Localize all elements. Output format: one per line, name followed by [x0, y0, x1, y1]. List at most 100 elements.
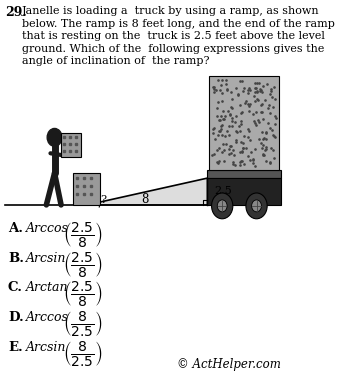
Point	[219, 132, 224, 138]
Point	[223, 81, 229, 87]
Point	[239, 148, 244, 154]
Circle shape	[246, 193, 267, 219]
Point	[230, 159, 236, 165]
Point	[216, 132, 221, 138]
Point	[247, 108, 252, 114]
Point	[217, 145, 222, 151]
Point	[211, 151, 217, 157]
Point	[258, 140, 263, 146]
Point	[216, 128, 222, 135]
Point	[228, 104, 233, 110]
Point	[233, 137, 239, 143]
Point	[245, 87, 251, 93]
Point	[236, 91, 241, 97]
Point	[262, 97, 268, 103]
Point	[254, 89, 260, 95]
Point	[230, 147, 236, 153]
Point	[220, 141, 225, 147]
Text: Arccos: Arccos	[26, 311, 69, 324]
Point	[247, 101, 253, 107]
Bar	[208, 170, 281, 178]
Bar	[61, 133, 81, 157]
Point	[247, 87, 253, 93]
Point	[229, 123, 235, 129]
Point	[230, 118, 235, 124]
Point	[272, 121, 278, 127]
Point	[262, 147, 268, 153]
Point	[217, 117, 223, 123]
Point	[262, 135, 267, 141]
Point	[246, 128, 252, 134]
Point	[241, 85, 247, 91]
Point	[253, 86, 258, 92]
Point	[237, 102, 243, 108]
Point	[267, 160, 273, 166]
Point	[218, 123, 224, 129]
Point	[228, 143, 233, 149]
Point	[252, 98, 258, 104]
Point	[233, 128, 239, 135]
Point	[227, 111, 233, 117]
Point	[217, 87, 223, 93]
Point	[213, 87, 218, 93]
Point	[238, 157, 244, 163]
Point	[252, 89, 258, 95]
Circle shape	[47, 128, 62, 146]
Point	[253, 85, 259, 91]
Point	[215, 160, 220, 166]
Point	[212, 89, 217, 95]
Point	[246, 103, 251, 109]
Point	[228, 112, 233, 118]
Point	[253, 109, 259, 115]
Point	[240, 140, 246, 146]
Point	[240, 88, 246, 94]
Polygon shape	[87, 178, 208, 205]
Point	[253, 122, 258, 128]
Point	[214, 158, 220, 165]
Text: Arcsin: Arcsin	[26, 341, 66, 354]
Bar	[209, 76, 279, 170]
Point	[259, 144, 265, 150]
Point	[214, 105, 220, 111]
Point	[270, 127, 275, 133]
Point	[218, 82, 224, 88]
Point	[270, 147, 276, 153]
Point	[217, 128, 222, 134]
Point	[233, 139, 239, 145]
Point	[210, 84, 216, 90]
Point	[250, 160, 255, 166]
Point	[260, 152, 265, 158]
Point	[219, 122, 225, 128]
Point	[239, 109, 245, 115]
Text: $\left(\dfrac{2.5}{8}\right)$: $\left(\dfrac{2.5}{8}\right)$	[63, 220, 103, 249]
Point	[267, 125, 273, 131]
Point	[250, 155, 255, 162]
Point	[267, 110, 273, 116]
Point	[211, 86, 216, 92]
Text: 2.5: 2.5	[214, 187, 232, 196]
Point	[226, 146, 232, 152]
Point	[215, 99, 220, 105]
Point	[259, 89, 264, 95]
Point	[210, 126, 216, 132]
Point	[259, 129, 265, 135]
Point	[238, 120, 244, 127]
Point	[256, 80, 261, 86]
Text: $\left(\dfrac{2.5}{8}\right)$: $\left(\dfrac{2.5}{8}\right)$	[63, 279, 103, 308]
Point	[226, 123, 232, 129]
Point	[252, 80, 258, 86]
Text: Janelle is loading a  truck by using a ramp, as shown: Janelle is loading a truck by using a ra…	[22, 6, 320, 16]
Point	[270, 104, 275, 110]
Point	[259, 109, 265, 115]
Point	[210, 130, 216, 136]
Text: Arccos: Arccos	[26, 222, 69, 235]
Point	[239, 78, 245, 84]
Point	[263, 130, 268, 136]
Point	[261, 152, 267, 158]
Point	[269, 93, 275, 100]
Point	[215, 77, 220, 83]
Point	[215, 112, 220, 119]
Point	[263, 146, 269, 152]
Point	[237, 149, 243, 155]
Text: Arctan: Arctan	[26, 281, 68, 294]
